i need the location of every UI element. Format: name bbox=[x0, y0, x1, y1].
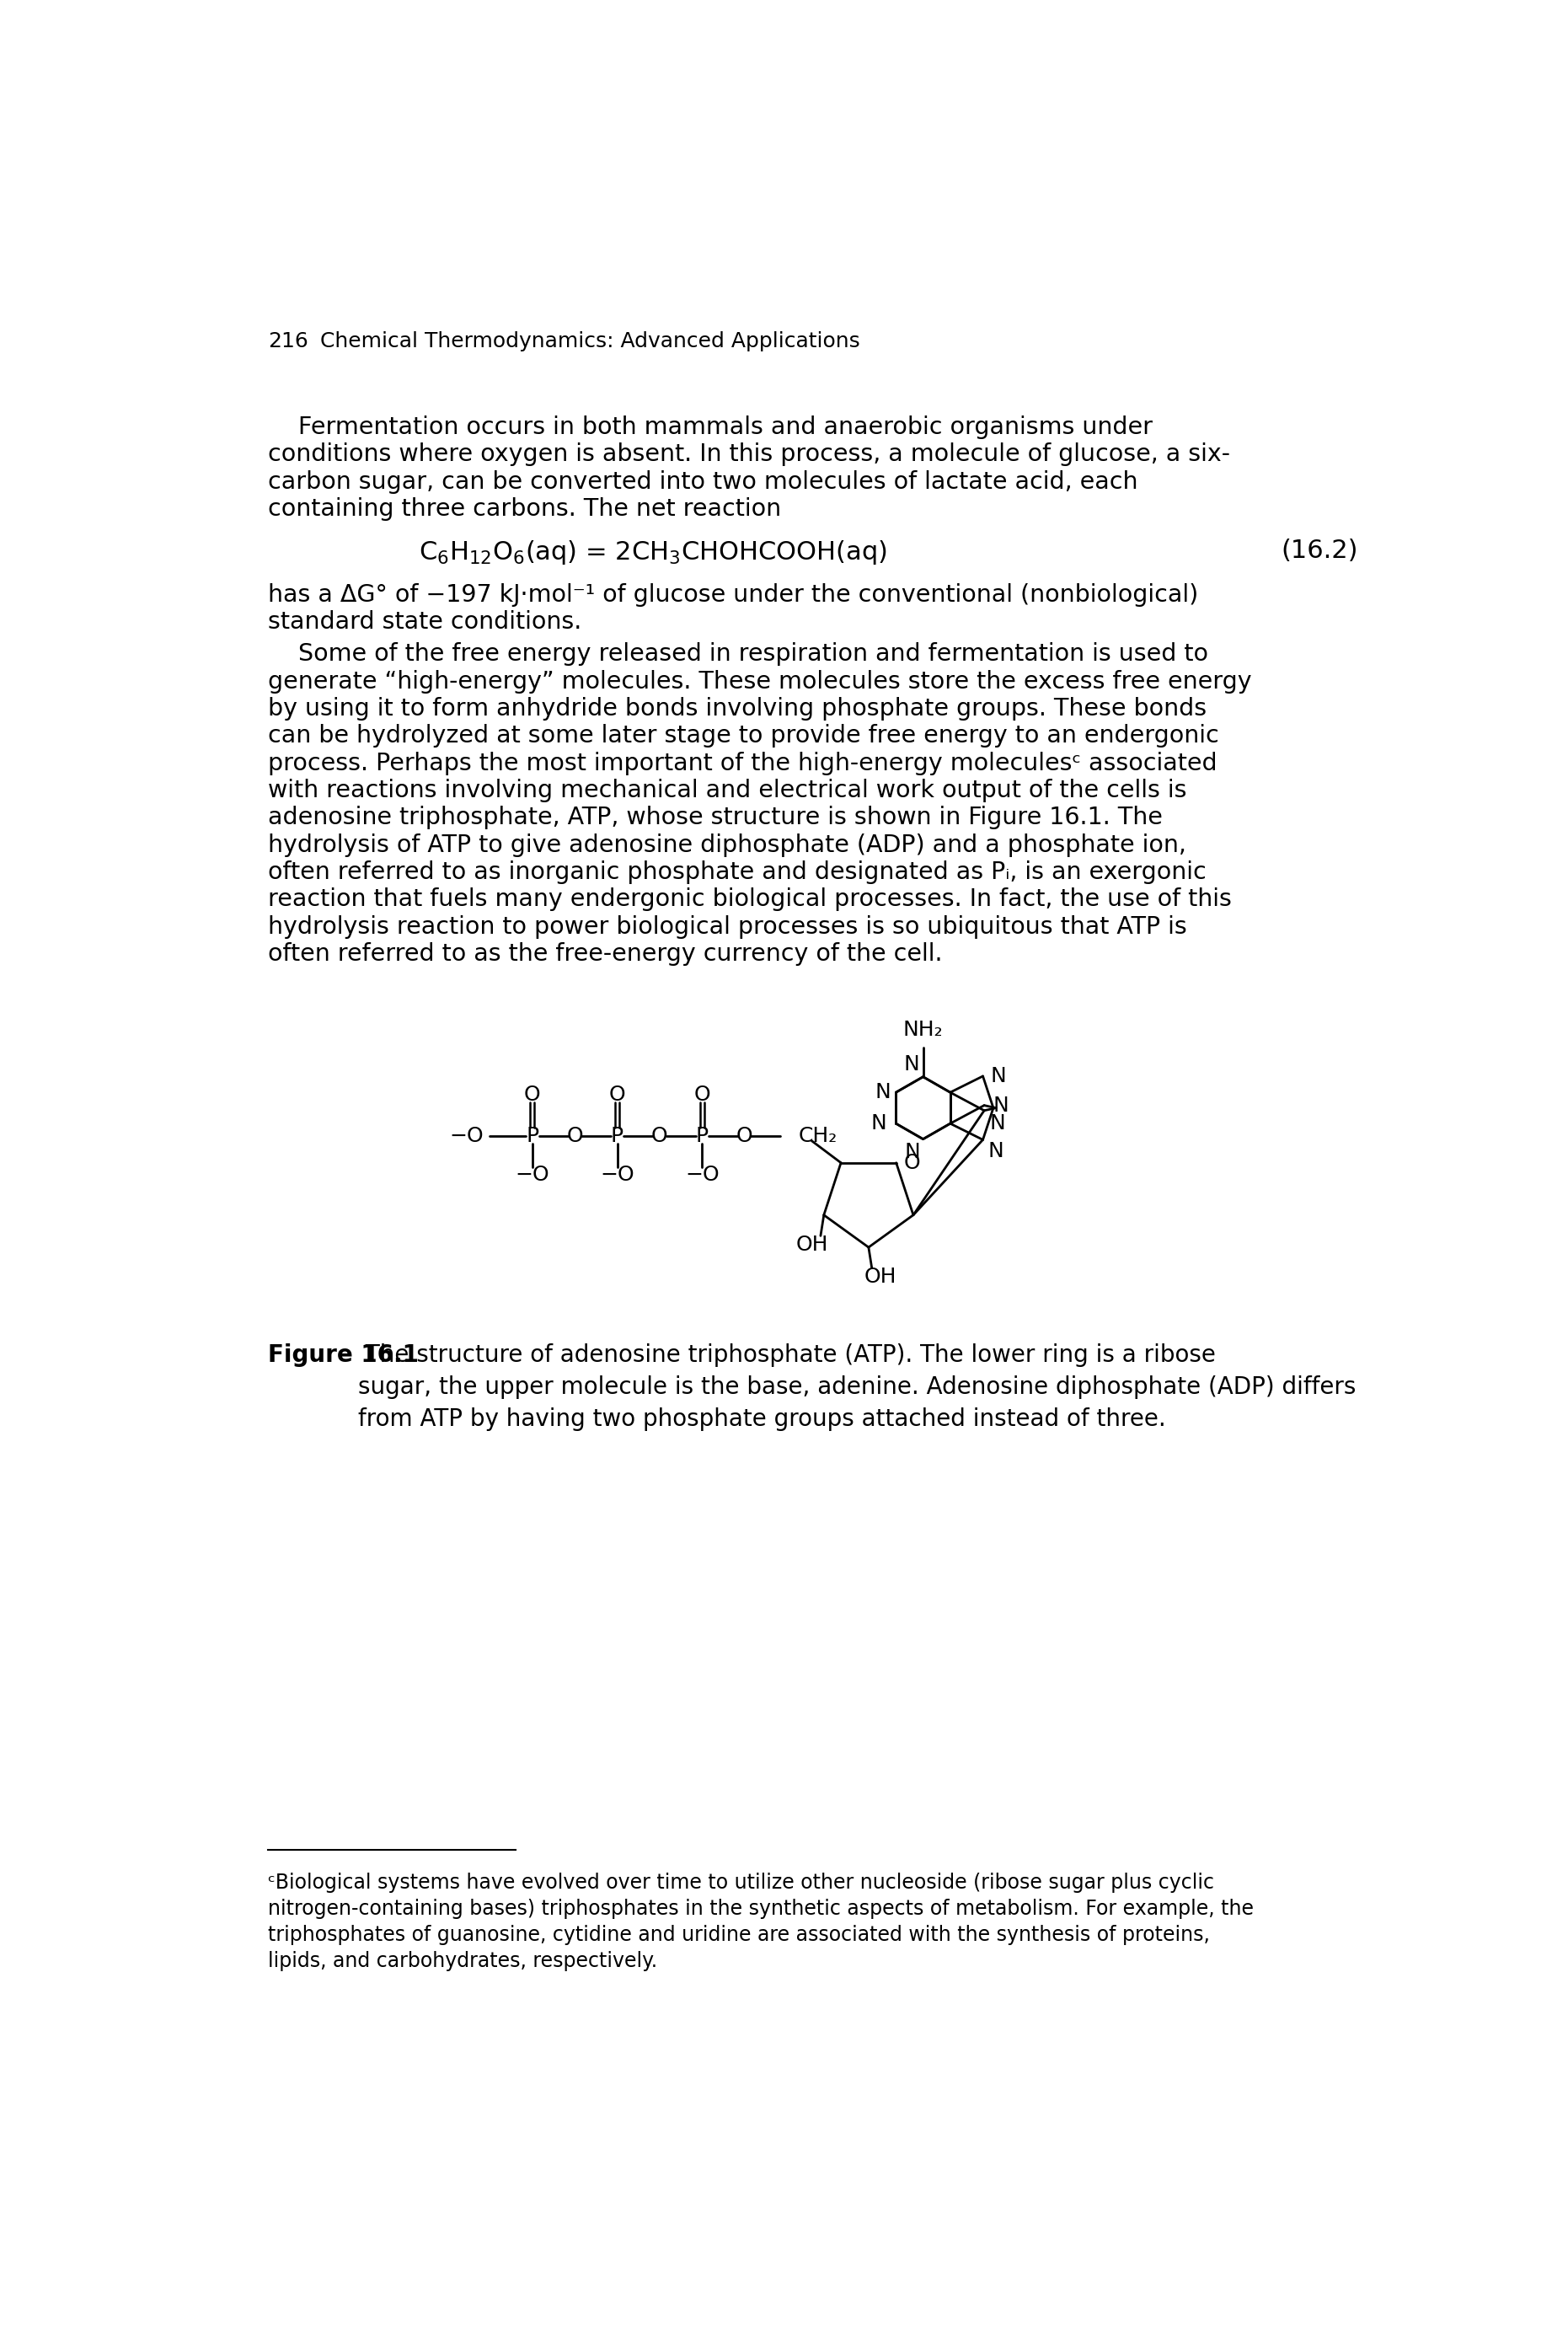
Text: generate “high-energy” molecules. These molecules store the excess free energy: generate “high-energy” molecules. These … bbox=[268, 670, 1251, 693]
Text: −O: −O bbox=[516, 1165, 549, 1184]
Text: OH: OH bbox=[864, 1268, 897, 1286]
Text: carbon sugar, can be converted into two molecules of lactate acid, each: carbon sugar, can be converted into two … bbox=[268, 470, 1138, 493]
Text: N: N bbox=[988, 1142, 1004, 1161]
Text: P: P bbox=[525, 1126, 539, 1147]
Text: ᶜBiological systems have evolved over time to utilize other nucleoside (ribose s: ᶜBiological systems have evolved over ti… bbox=[268, 1872, 1254, 1972]
Text: Figure 16.1: Figure 16.1 bbox=[268, 1344, 419, 1368]
Text: by using it to form anhydride bonds involving phosphate groups. These bonds: by using it to form anhydride bonds invo… bbox=[268, 698, 1206, 721]
Text: The structure of adenosine triphosphate (ATP). The lower ring is a ribose
sugar,: The structure of adenosine triphosphate … bbox=[358, 1344, 1356, 1430]
Text: often referred to as the free-energy currency of the cell.: often referred to as the free-energy cur… bbox=[268, 942, 942, 965]
Text: N: N bbox=[993, 1096, 1010, 1116]
Text: N: N bbox=[989, 1114, 1005, 1133]
Text: process. Perhaps the most important of the high-energy moleculesᶜ associated: process. Perhaps the most important of t… bbox=[268, 751, 1217, 775]
Text: C$_6$H$_{12}$O$_6$(aq) = 2CH$_3$CHOHCOOH(aq): C$_6$H$_{12}$O$_6$(aq) = 2CH$_3$CHOHCOOH… bbox=[419, 540, 887, 568]
Text: hydrolysis of ATP to give adenosine diphosphate (ADP) and a phosphate ion,: hydrolysis of ATP to give adenosine diph… bbox=[268, 833, 1185, 856]
Text: O: O bbox=[566, 1126, 583, 1147]
Text: O: O bbox=[608, 1084, 626, 1105]
Text: can be hydrolyzed at some later stage to provide free energy to an endergonic: can be hydrolyzed at some later stage to… bbox=[268, 723, 1218, 749]
Text: Fermentation occurs in both mammals and anaerobic organisms under: Fermentation occurs in both mammals and … bbox=[268, 416, 1152, 440]
Text: hydrolysis reaction to power biological processes is so ubiquitous that ATP is: hydrolysis reaction to power biological … bbox=[268, 914, 1187, 940]
Text: containing three carbons. The net reaction: containing three carbons. The net reacti… bbox=[268, 498, 781, 521]
Text: NH₂: NH₂ bbox=[903, 1019, 942, 1040]
Text: Chemical Thermodynamics: Advanced Applications: Chemical Thermodynamics: Advanced Applic… bbox=[320, 330, 859, 351]
Text: standard state conditions.: standard state conditions. bbox=[268, 609, 582, 633]
Text: (16.2): (16.2) bbox=[1281, 540, 1358, 563]
Text: Some of the free energy released in respiration and fermentation is used to: Some of the free energy released in resp… bbox=[268, 642, 1207, 665]
Text: N: N bbox=[991, 1065, 1007, 1086]
Text: OH: OH bbox=[797, 1235, 828, 1256]
Text: CH₂: CH₂ bbox=[798, 1126, 837, 1147]
Text: 216: 216 bbox=[268, 330, 309, 351]
Text: N: N bbox=[903, 1054, 919, 1075]
Text: N: N bbox=[870, 1114, 887, 1133]
Text: O: O bbox=[524, 1084, 541, 1105]
Text: −O: −O bbox=[448, 1126, 483, 1147]
Text: O: O bbox=[737, 1126, 753, 1147]
Text: O: O bbox=[651, 1126, 668, 1147]
Text: N: N bbox=[905, 1142, 920, 1163]
Text: reaction that fuels many endergonic biological processes. In fact, the use of th: reaction that fuels many endergonic biol… bbox=[268, 889, 1231, 912]
Text: often referred to as inorganic phosphate and designated as Pᵢ, is an exergonic: often referred to as inorganic phosphate… bbox=[268, 861, 1206, 884]
Text: −O: −O bbox=[601, 1165, 635, 1184]
Text: with reactions involving mechanical and electrical work output of the cells is: with reactions involving mechanical and … bbox=[268, 779, 1187, 802]
Text: O: O bbox=[693, 1084, 710, 1105]
Text: P: P bbox=[612, 1126, 624, 1147]
Text: O: O bbox=[905, 1154, 920, 1172]
Text: has a ΔG° of −197 kJ·mol⁻¹ of glucose under the conventional (nonbiological): has a ΔG° of −197 kJ·mol⁻¹ of glucose un… bbox=[268, 584, 1198, 607]
Text: adenosine triphosphate, ATP, whose structure is shown in Figure 16.1. The: adenosine triphosphate, ATP, whose struc… bbox=[268, 807, 1162, 830]
Text: N: N bbox=[875, 1082, 891, 1103]
Text: −O: −O bbox=[685, 1165, 720, 1184]
Text: P: P bbox=[696, 1126, 709, 1147]
Text: conditions where oxygen is absent. In this process, a molecule of glucose, a six: conditions where oxygen is absent. In th… bbox=[268, 442, 1229, 465]
